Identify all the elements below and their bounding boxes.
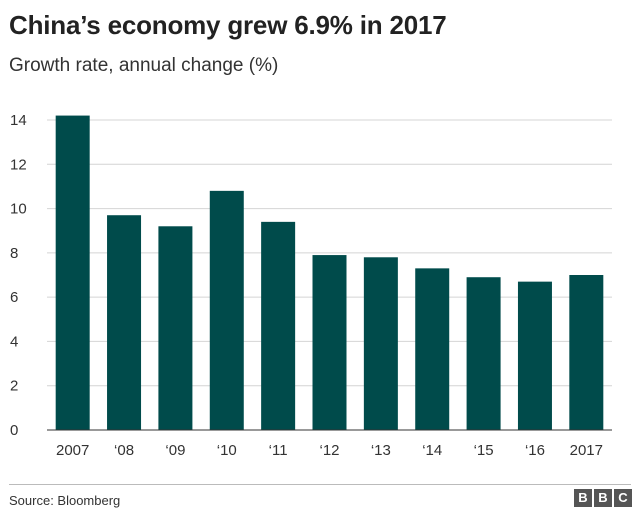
y-tick-label: 6 [10,289,18,306]
logo-letter: C [614,489,632,507]
bbc-logo: B B C [574,489,632,507]
logo-letter: B [594,489,612,507]
bar-5 [312,255,347,430]
chart-title: China’s economy grew 6.9% in 2017 [9,10,447,40]
x-tick-label: ‘15 [474,442,494,459]
source-note: Source: Bloomberg [9,493,121,508]
x-tick-label: ‘11 [269,442,288,459]
y-tick-label: 12 [10,156,27,173]
bar-10 [569,275,604,430]
chart-subtitle: Growth rate, annual change (%) [9,55,279,76]
y-tick-label: 4 [10,333,18,350]
y-tick-label: 10 [10,201,27,218]
bar-3 [209,190,244,430]
x-tick-label: ‘09 [165,442,185,459]
y-tick-label: 8 [10,245,18,262]
footer-divider [9,484,631,485]
bar-4 [261,221,296,430]
y-tick-label: 2 [10,378,18,395]
bar-0 [55,115,90,431]
x-tick-label: ‘12 [319,442,339,459]
x-tick-label: ‘10 [217,442,237,459]
y-tick-label: 0 [10,422,18,439]
x-tick-label: 2017 [570,442,603,459]
bars [55,115,604,431]
x-axis-tick-labels: 2007 ‘08 ‘09 ‘10 ‘11 ‘12 ‘13 ‘14 ‘15 ‘16 2017 [56,442,603,459]
bar-8 [466,277,501,430]
bar-6 [363,257,398,430]
y-tick-label: 14 [10,112,27,129]
bar-2 [158,226,193,430]
y-axis-tick-labels: 0 2 4 6 8 10 12 14 [10,112,27,439]
x-tick-label: ‘08 [114,442,134,459]
bar-7 [415,268,450,430]
x-tick-label: 2007 [56,442,89,459]
logo-letter: B [574,489,592,507]
x-tick-label: ‘13 [371,442,391,459]
x-tick-label: ‘16 [525,442,545,459]
x-tick-label: ‘14 [422,442,442,459]
bar-chart: 0 2 4 6 8 10 12 14 2007 ‘08 ‘09 ‘10 ‘11 ‘12 ‘13 ‘14 ‘15… [10,112,612,459]
bar-1 [107,215,142,430]
bar-9 [517,281,552,430]
